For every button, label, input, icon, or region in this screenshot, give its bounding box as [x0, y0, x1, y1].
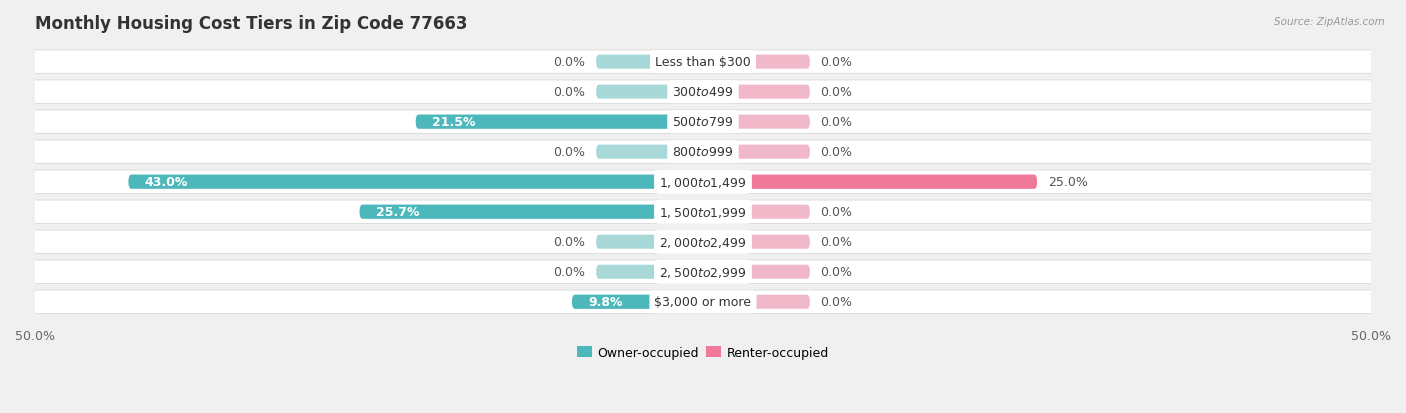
FancyBboxPatch shape	[596, 85, 703, 100]
Text: 0.0%: 0.0%	[554, 236, 585, 249]
Text: 0.0%: 0.0%	[821, 116, 852, 129]
Text: 43.0%: 43.0%	[145, 176, 188, 189]
FancyBboxPatch shape	[572, 295, 703, 309]
Text: $3,000 or more: $3,000 or more	[655, 296, 751, 309]
FancyBboxPatch shape	[703, 295, 810, 309]
Text: 0.0%: 0.0%	[554, 56, 585, 69]
FancyBboxPatch shape	[416, 115, 703, 129]
Text: 25.0%: 25.0%	[1047, 176, 1088, 189]
FancyBboxPatch shape	[703, 115, 810, 129]
FancyBboxPatch shape	[28, 290, 1378, 314]
FancyBboxPatch shape	[28, 51, 1378, 74]
FancyBboxPatch shape	[703, 175, 1038, 189]
Text: $300 to $499: $300 to $499	[672, 86, 734, 99]
Text: 0.0%: 0.0%	[821, 296, 852, 309]
Text: 0.0%: 0.0%	[821, 146, 852, 159]
FancyBboxPatch shape	[572, 295, 703, 309]
FancyBboxPatch shape	[596, 55, 703, 69]
FancyBboxPatch shape	[128, 175, 703, 189]
FancyBboxPatch shape	[703, 85, 810, 100]
FancyBboxPatch shape	[360, 205, 703, 219]
Text: 0.0%: 0.0%	[821, 56, 852, 69]
FancyBboxPatch shape	[128, 175, 703, 189]
FancyBboxPatch shape	[703, 235, 810, 249]
Text: $2,000 to $2,499: $2,000 to $2,499	[659, 235, 747, 249]
Text: $800 to $999: $800 to $999	[672, 146, 734, 159]
FancyBboxPatch shape	[596, 235, 703, 249]
FancyBboxPatch shape	[596, 265, 703, 279]
FancyBboxPatch shape	[28, 81, 1378, 104]
FancyBboxPatch shape	[28, 140, 1378, 164]
Text: Source: ZipAtlas.com: Source: ZipAtlas.com	[1274, 17, 1385, 26]
FancyBboxPatch shape	[703, 55, 810, 69]
Text: $500 to $799: $500 to $799	[672, 116, 734, 129]
Text: 0.0%: 0.0%	[821, 206, 852, 218]
Text: 0.0%: 0.0%	[554, 86, 585, 99]
Text: 0.0%: 0.0%	[821, 86, 852, 99]
FancyBboxPatch shape	[28, 230, 1378, 254]
Text: Monthly Housing Cost Tiers in Zip Code 77663: Monthly Housing Cost Tiers in Zip Code 7…	[35, 15, 468, 33]
FancyBboxPatch shape	[28, 111, 1378, 134]
Text: 9.8%: 9.8%	[588, 296, 623, 309]
FancyBboxPatch shape	[360, 205, 703, 219]
Legend: Owner-occupied, Renter-occupied: Owner-occupied, Renter-occupied	[572, 341, 834, 364]
Text: 0.0%: 0.0%	[554, 146, 585, 159]
Text: 0.0%: 0.0%	[554, 266, 585, 278]
FancyBboxPatch shape	[416, 115, 703, 129]
FancyBboxPatch shape	[703, 175, 1038, 189]
FancyBboxPatch shape	[28, 171, 1378, 194]
FancyBboxPatch shape	[703, 265, 810, 279]
FancyBboxPatch shape	[703, 145, 810, 159]
FancyBboxPatch shape	[28, 201, 1378, 224]
FancyBboxPatch shape	[703, 205, 810, 219]
FancyBboxPatch shape	[596, 145, 703, 159]
Text: 25.7%: 25.7%	[375, 206, 419, 218]
Text: 0.0%: 0.0%	[821, 266, 852, 278]
Text: 21.5%: 21.5%	[432, 116, 475, 129]
Text: 0.0%: 0.0%	[821, 236, 852, 249]
Text: $2,500 to $2,999: $2,500 to $2,999	[659, 265, 747, 279]
Text: $1,500 to $1,999: $1,500 to $1,999	[659, 205, 747, 219]
FancyBboxPatch shape	[28, 261, 1378, 284]
Text: $1,000 to $1,499: $1,000 to $1,499	[659, 175, 747, 189]
Text: Less than $300: Less than $300	[655, 56, 751, 69]
